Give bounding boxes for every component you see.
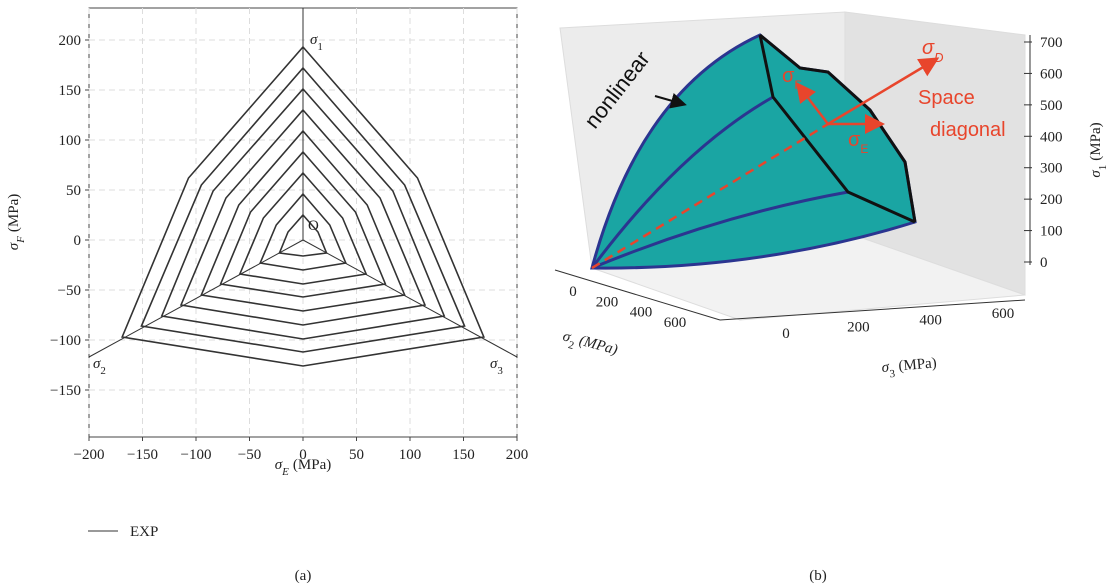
symbol: σ [848,129,861,151]
y-tick-label: 150 [59,83,82,99]
y-tick-label: 400 [919,313,942,329]
y-tick-label: 0 [782,326,790,342]
x-tick-label: 100 [399,447,422,463]
z-tick-label: 200 [1040,192,1063,208]
z-tick-label: 300 [1040,161,1063,177]
caption: (a) [295,568,312,584]
y-tick-label: 200 [847,319,870,335]
subscript: F [15,236,27,244]
z-tick-label: 400 [1040,129,1063,145]
annotation: diagonal [930,119,1006,141]
figure: O σ1 σ2 σ3 σE(MPa) σF(MPa) EXP (a) nonli… [0,0,1110,588]
unit: (MPa) [898,355,938,374]
legend-label: EXP [130,524,158,540]
z-tick-label: 600 [1040,66,1063,82]
y-tick-label: 100 [59,133,82,149]
x-tick-label: 0 [569,284,577,300]
x-tick-label: 200 [596,294,619,310]
x-tick-label: −50 [238,447,261,463]
caption: (b) [809,568,827,584]
subscript: 2 [100,365,106,377]
y-tick-label: −100 [50,333,81,349]
y-tick-label: 600 [992,306,1015,322]
x-tick-label: 200 [506,447,529,463]
z-tick-label: 0 [1040,255,1048,271]
annotation: Space [918,87,975,109]
subscript: 1 [1097,165,1109,171]
z-tick-label: 100 [1040,224,1063,240]
x-tick-label: 600 [664,315,687,331]
x-tick-label: −150 [127,447,158,463]
x-tick-label: 400 [630,305,653,321]
y-tick-label: 50 [66,183,81,199]
subscript: D [934,50,943,65]
x-tick-label: −200 [74,447,105,463]
y-tick-label: 0 [74,233,82,249]
unit: (MPa) [1088,122,1104,160]
z-tick-label: 700 [1040,35,1063,51]
z-tick-label: 500 [1040,98,1063,114]
subscript: F [794,78,801,92]
subscript: 3 [497,365,503,377]
x-tick-label: −100 [181,447,212,463]
unit: (MPa) [6,194,22,232]
symbol: σ [782,65,795,87]
x-tick-label: 50 [349,447,364,463]
subscript: E [860,142,868,156]
y-tick-label: −50 [58,283,81,299]
x-tick-label: 150 [452,447,475,463]
subscript: E [281,466,289,478]
y-tick-label: 200 [59,33,82,49]
y-tick-label: −150 [50,383,81,399]
symbol: σ [922,37,935,59]
x-tick-label: 0 [299,447,307,463]
subscript: 1 [317,41,323,53]
origin-label: O [308,218,319,234]
